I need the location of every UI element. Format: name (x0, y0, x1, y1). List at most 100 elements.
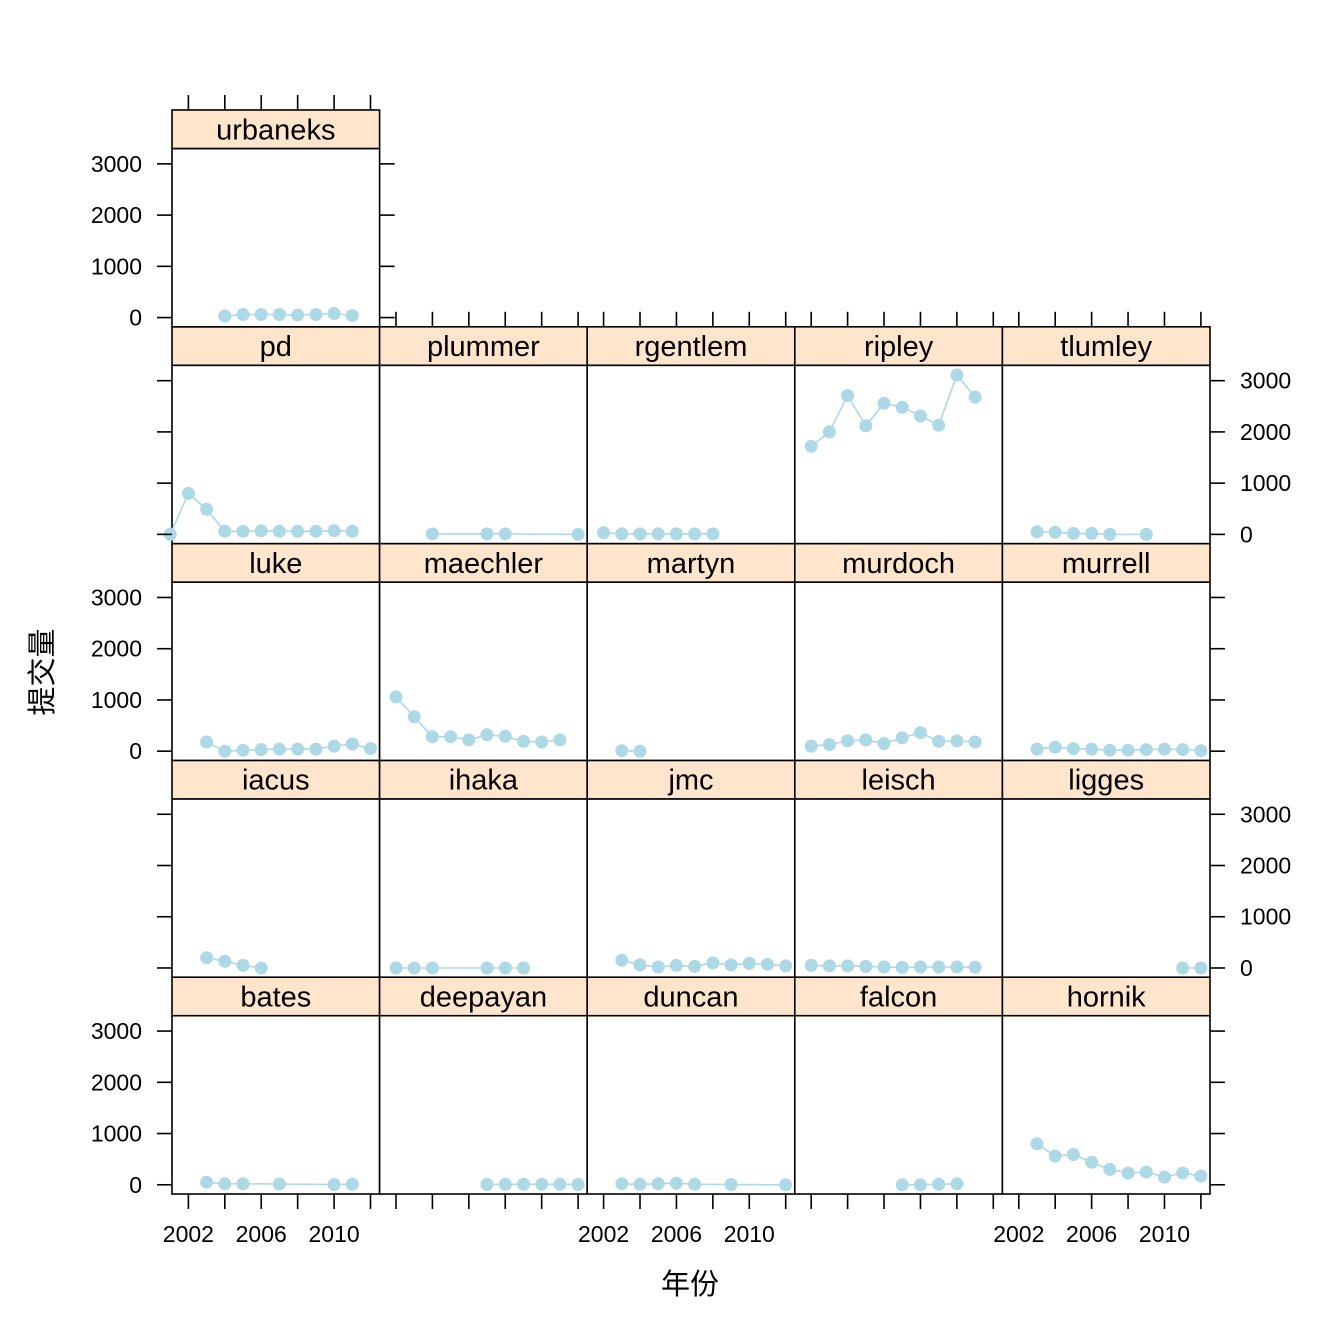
strip-label: ihaka (449, 765, 519, 797)
data-point (1176, 961, 1190, 975)
y-tick-label: 0 (1240, 955, 1253, 981)
data-point (498, 527, 512, 541)
data-point (200, 502, 214, 516)
data-point (895, 731, 909, 745)
data-point (1066, 526, 1080, 540)
data-point (651, 1177, 665, 1191)
y-tick-label: 3000 (91, 584, 142, 610)
data-point (804, 439, 818, 453)
y-tick-label: 0 (1240, 521, 1253, 547)
y-tick-label: 0 (129, 1172, 142, 1198)
data-point (895, 400, 909, 414)
data-point (254, 524, 268, 538)
x-tick-label: 2010 (1139, 1221, 1190, 1247)
panel-martyn: martyn (586, 542, 796, 762)
data-point (779, 1178, 793, 1192)
data-point (498, 729, 512, 743)
panel-frame (171, 364, 381, 545)
data-point (327, 524, 341, 538)
data-point (218, 309, 232, 323)
y-tick-label: 0 (129, 305, 142, 331)
strip-label: rgentlem (635, 331, 748, 363)
data-point (841, 389, 855, 402)
data-point (345, 1177, 359, 1191)
data-point (932, 1177, 946, 1191)
panel-frame (171, 147, 381, 328)
data-point (914, 960, 927, 974)
y-tick-label: 2000 (91, 1069, 142, 1095)
series-line-jmc (621, 959, 786, 968)
data-point (633, 527, 647, 541)
panel-falcon: falcon (793, 976, 1004, 1195)
data-point (1103, 743, 1117, 757)
strip-murrell (1001, 542, 1211, 583)
panel-frame (586, 1014, 796, 1195)
data-point (309, 308, 323, 321)
data-point (498, 1177, 512, 1191)
data-point (597, 526, 611, 540)
data-point (1066, 742, 1080, 756)
y-tick-label: 2000 (1240, 853, 1291, 879)
x-tick-label: 2006 (651, 1221, 702, 1247)
strip-maechler (378, 542, 589, 583)
data-point (950, 368, 964, 382)
y-tick-label: 3000 (91, 1018, 142, 1044)
strip-falcon (793, 976, 1004, 1017)
panel-frame (378, 364, 589, 545)
data-point (218, 1177, 232, 1191)
data-point (1194, 744, 1208, 758)
data-point (706, 527, 720, 541)
data-point (272, 524, 286, 538)
strip-hornik (1001, 976, 1211, 1017)
data-point (535, 735, 549, 749)
data-point (822, 738, 836, 751)
strip-label: urbaneks (216, 114, 335, 146)
data-point (389, 690, 403, 704)
data-point (914, 726, 927, 740)
data-point (272, 742, 286, 756)
data-point (535, 1177, 549, 1191)
strip-label: jmc (667, 765, 713, 797)
data-point (615, 744, 629, 758)
panel-leisch: leisch (793, 759, 1004, 979)
data-point (950, 960, 964, 974)
strip-label: leisch (862, 765, 936, 797)
series-line-murrell (1036, 746, 1201, 752)
data-point (804, 958, 818, 972)
y-tick-label: 1000 (91, 687, 142, 713)
data-point (1085, 1155, 1099, 1169)
data-point (633, 958, 647, 972)
strip-ripley (793, 325, 1004, 367)
data-point (822, 959, 836, 973)
data-point (407, 961, 421, 975)
data-point (181, 486, 195, 500)
data-point (1139, 527, 1153, 541)
data-point (968, 390, 982, 404)
data-point (1030, 1137, 1044, 1151)
x-axis-title: 年份 (661, 1267, 719, 1301)
data-point (480, 1178, 494, 1191)
data-point (615, 953, 629, 967)
series-line-hornik (1036, 1143, 1202, 1178)
series-line-leisch (811, 964, 976, 969)
data-point (200, 735, 214, 749)
data-point (895, 1178, 909, 1192)
y-tick-label: 1000 (91, 253, 142, 279)
panel-tlumley: tlumley (1001, 325, 1211, 545)
data-point (633, 1177, 647, 1191)
strip-label: falcon (860, 981, 937, 1013)
panel-frame (793, 581, 1004, 762)
strip-label: deepayan (420, 981, 547, 1013)
data-point (1121, 1166, 1135, 1180)
panel-ripley: ripley (793, 325, 1004, 545)
data-point (779, 959, 793, 973)
y-tick-label: 3000 (1240, 801, 1291, 827)
y-tick-label: 2000 (1240, 419, 1291, 445)
data-point (651, 527, 665, 541)
data-point (1194, 1169, 1208, 1183)
y-tick-label: 2000 (91, 202, 142, 228)
data-point (950, 734, 964, 748)
panel-jmc: jmc (586, 759, 796, 979)
y-axis-title: 提交量 (25, 628, 59, 715)
